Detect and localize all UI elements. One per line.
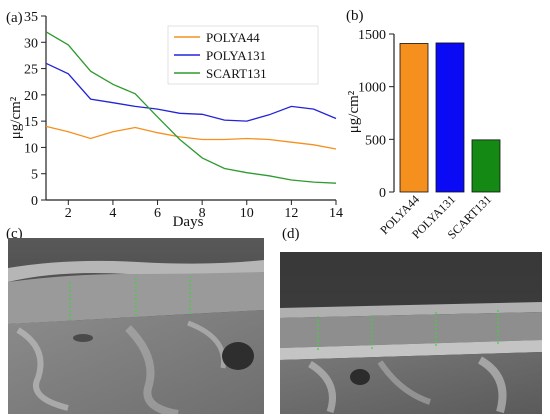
panel-label-a: (a) <box>6 10 23 26</box>
legend-label-scart131: SCART131 <box>206 66 267 81</box>
sem-micrograph-d <box>280 252 542 414</box>
bar-scart131 <box>471 139 501 193</box>
y-tick-label: 1000 <box>358 81 386 96</box>
y-tick-label: 30 <box>24 36 38 51</box>
panel-label-d: (d) <box>282 226 300 242</box>
bar-chart-bars <box>399 42 501 193</box>
line-chart-series <box>45 31 337 184</box>
panel-label-b: (b) <box>346 8 364 24</box>
line-chart-axes <box>45 16 336 201</box>
sem-micrograph-c <box>8 238 264 414</box>
series-line-polya44 <box>45 125 337 150</box>
y-tick-label: 10 <box>24 141 38 156</box>
bar-chart-y-label: μg/cm² <box>346 90 362 133</box>
y-tick-label: 0 <box>31 194 38 209</box>
legend-label-polya44: POLYA44 <box>206 30 260 45</box>
y-tick-label: 1500 <box>358 28 386 43</box>
y-tick-label: 20 <box>24 89 38 104</box>
y-tick-label: 15 <box>24 115 38 130</box>
x-tick-label: 4 <box>109 206 116 221</box>
bar-chart: 0 500 1000 1500 μg/cm² POLYA44POLYA131SCART… <box>346 28 501 242</box>
line-chart-ticks: 0 5 10 15 20 25 30 35 2 4 6 8 10 12 14 <box>24 10 343 221</box>
y-tick-label: 500 <box>365 133 386 148</box>
bar-polya44 <box>399 43 429 193</box>
y-tick-label: 5 <box>31 168 38 183</box>
y-tick-label: 0 <box>379 186 386 201</box>
line-chart: 0 5 10 15 20 25 30 35 2 4 6 8 10 12 14 Days μg/cm² POL… <box>8 10 343 230</box>
series-line-scart131 <box>45 31 337 184</box>
bar-chart-ticks: 0 500 1000 1500 <box>358 28 394 201</box>
legend-label-polya131: POLYA131 <box>206 48 266 63</box>
y-tick-label: 25 <box>24 63 38 78</box>
x-tick-label: 2 <box>65 206 72 221</box>
line-chart-x-label: Days <box>173 214 204 230</box>
x-tick-label: 6 <box>154 206 161 221</box>
x-tick-label: 12 <box>284 206 298 221</box>
line-chart-legend: POLYA44 POLYA131 SCART131 <box>167 25 319 85</box>
x-tick-label: 8 <box>199 206 206 221</box>
y-tick-label: 35 <box>24 10 38 25</box>
x-tick-label: 10 <box>240 206 254 221</box>
x-tick-label: 14 <box>329 206 343 221</box>
line-chart-y-label: μg/cm² <box>8 96 24 139</box>
series-line-polya131 <box>45 62 337 122</box>
bar-polya131 <box>435 42 465 193</box>
